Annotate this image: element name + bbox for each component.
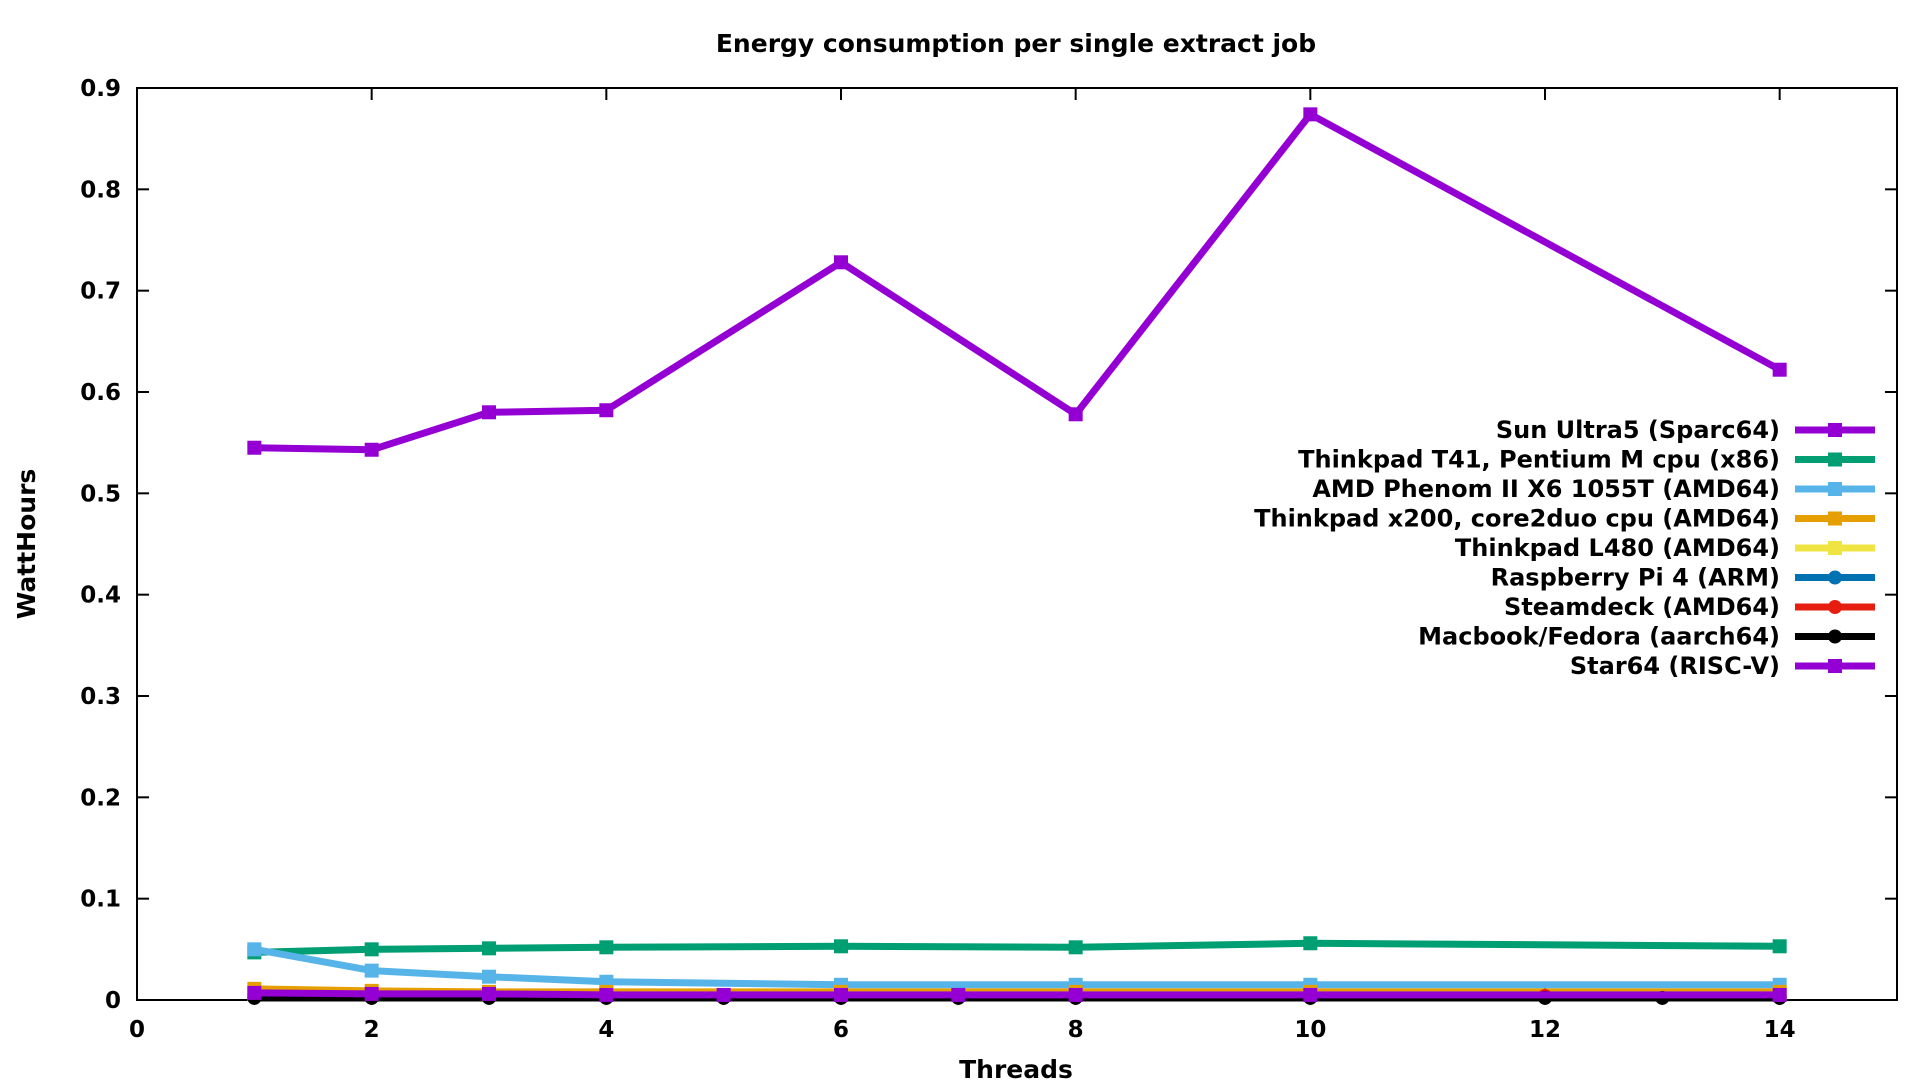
legend-label: AMD Phenom II X6 1055T (AMD64) <box>1312 475 1780 503</box>
data-point <box>1068 940 1083 955</box>
legend-label: Macbook/Fedora (aarch64) <box>1418 623 1780 651</box>
y-axis-label: WattHours <box>12 469 41 620</box>
x-tick-label: 4 <box>598 1017 614 1043</box>
x-tick-label: 8 <box>1068 1017 1084 1043</box>
legend-swatch-marker <box>1828 600 1842 614</box>
data-point <box>482 969 496 984</box>
legend-swatch-marker <box>1828 452 1842 467</box>
data-point <box>247 440 262 455</box>
y-tick-label: 0.8 <box>80 177 121 203</box>
legend-label: Steamdeck (AMD64) <box>1504 593 1780 621</box>
legend-entry: Steamdeck (AMD64) <box>1504 593 1875 621</box>
data-point <box>1772 987 1787 1002</box>
legend-label: Raspberry Pi 4 (ARM) <box>1491 564 1780 592</box>
legend-swatch-marker <box>1828 423 1842 437</box>
data-point <box>834 987 848 1002</box>
data-point <box>247 985 262 1000</box>
y-tick-label: 0.3 <box>80 684 121 710</box>
x-axis: 0 2 4 6 8 10 12 14 <box>129 88 1796 1043</box>
legend-label: Thinkpad x200, core2duo cpu (AMD64) <box>1254 505 1780 533</box>
series-1 <box>247 936 1787 960</box>
data-point <box>599 987 614 1002</box>
legend-label: Thinkpad T41, Pentium M cpu (x86) <box>1298 446 1780 474</box>
y-tick-label: 0.6 <box>80 380 121 406</box>
legend: Sun Ultra5 (Sparc64)Thinkpad T41, Pentiu… <box>1254 416 1875 680</box>
data-point <box>1068 987 1083 1002</box>
data-point <box>364 442 379 457</box>
y-axis: 0 0.1 0.2 0.3 0.4 0.5 0.6 0.7 0.8 0.9 <box>80 76 1897 1014</box>
data-point <box>482 986 496 1001</box>
series-line <box>250 110 1784 454</box>
data-point <box>1772 939 1787 954</box>
legend-entry: Thinkpad x200, core2duo cpu (AMD64) <box>1254 505 1875 533</box>
x-tick-label: 0 <box>129 1017 145 1043</box>
data-point <box>1068 407 1083 422</box>
x-tick-label: 2 <box>364 1017 380 1043</box>
data-point <box>599 403 614 418</box>
x-tick-label: 14 <box>1764 1017 1796 1043</box>
legend-entry: Thinkpad T41, Pentium M cpu (x86) <box>1298 446 1875 474</box>
legend-swatch-marker <box>1828 541 1842 555</box>
series-line <box>250 945 1784 989</box>
y-tick-label: 0.2 <box>80 785 121 811</box>
legend-swatch-marker <box>1828 629 1842 644</box>
data-point <box>716 987 731 1002</box>
legend-entry: AMD Phenom II X6 1055T (AMD64) <box>1312 475 1875 503</box>
series-8 <box>247 985 1787 1002</box>
series-0 <box>247 107 1787 457</box>
y-tick-label: 0.1 <box>80 887 121 913</box>
legend-swatch-marker <box>1828 659 1842 673</box>
x-tick-label: 6 <box>833 1017 849 1043</box>
x-axis-label: Threads <box>959 1055 1073 1080</box>
legend-label: Thinkpad L480 (AMD64) <box>1455 534 1780 562</box>
legend-entry: Macbook/Fedora (aarch64) <box>1418 623 1875 651</box>
data-point <box>1772 362 1787 377</box>
data-point <box>482 405 496 420</box>
legend-entry: Sun Ultra5 (Sparc64) <box>1496 416 1875 444</box>
legend-entry: Raspberry Pi 4 (ARM) <box>1491 564 1875 592</box>
data-point <box>1303 936 1318 951</box>
data-point <box>482 941 496 956</box>
data-point <box>364 986 379 1001</box>
y-tick-label: 0.7 <box>80 279 121 305</box>
legend-label: Sun Ultra5 (Sparc64) <box>1496 416 1780 444</box>
series-line <box>250 989 1784 999</box>
y-tick-label: 0.9 <box>80 76 121 102</box>
legend-entry: Star64 (RISC-V) <box>1570 652 1875 680</box>
y-tick-label: 0 <box>105 988 121 1014</box>
y-tick-label: 0.5 <box>80 481 121 507</box>
legend-swatch-marker <box>1828 570 1842 585</box>
y-tick-label: 0.4 <box>80 583 121 609</box>
data-point <box>1303 107 1318 122</box>
data-point <box>834 939 848 954</box>
legend-swatch-marker <box>1828 511 1842 526</box>
series-layer <box>247 107 1787 1005</box>
chart-title: Energy consumption per single extract jo… <box>716 29 1316 58</box>
data-point <box>364 963 379 978</box>
data-point <box>951 987 966 1002</box>
legend-entry: Thinkpad L480 (AMD64) <box>1455 534 1875 562</box>
series-line <box>250 939 1784 956</box>
x-tick-label: 12 <box>1529 1017 1561 1043</box>
data-point <box>834 255 848 270</box>
legend-swatch-marker <box>1828 482 1842 496</box>
data-point <box>364 942 379 957</box>
data-point <box>1303 987 1318 1002</box>
data-point <box>247 942 262 957</box>
x-tick-label: 10 <box>1294 1017 1326 1043</box>
data-point <box>599 940 614 955</box>
legend-label: Star64 (RISC-V) <box>1570 652 1780 680</box>
